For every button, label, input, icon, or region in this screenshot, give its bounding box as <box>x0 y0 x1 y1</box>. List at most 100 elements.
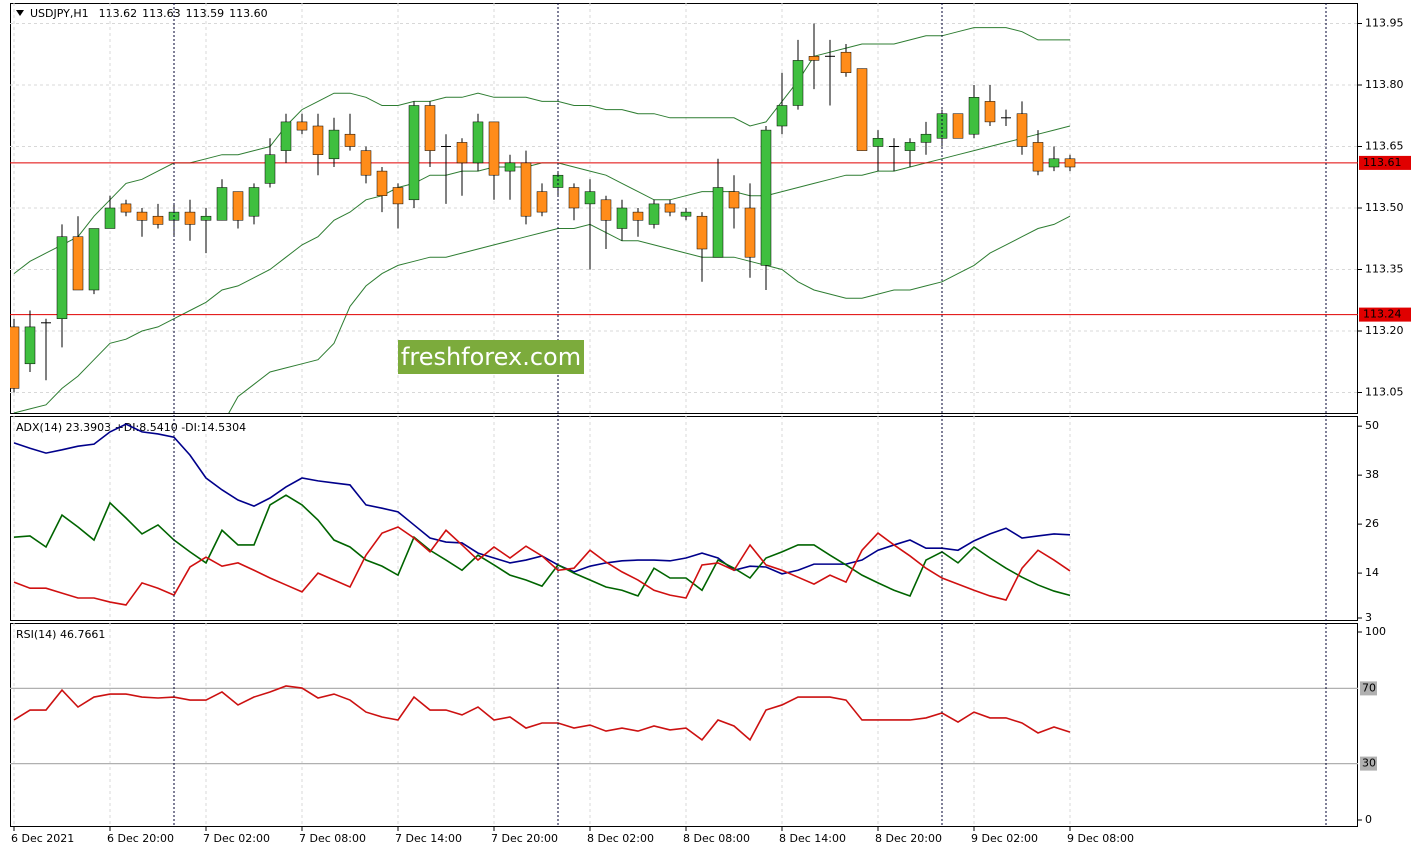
candle-body <box>840 51 852 73</box>
line-series <box>228 215 1071 413</box>
candle-body <box>72 236 84 291</box>
y-tick-label: 113.50 <box>1365 201 1404 214</box>
x-tick-label: 7 Dec 08:00 <box>299 832 366 845</box>
x-tick-label: 8 Dec 14:00 <box>779 832 846 845</box>
watermark-text: freshforex.com <box>401 343 581 371</box>
line-series <box>13 494 1071 597</box>
candle-body <box>536 191 548 213</box>
candle-body <box>88 228 100 291</box>
candle-body <box>56 236 68 319</box>
candle-body <box>968 97 980 135</box>
candle-body <box>184 211 196 225</box>
candle-body <box>296 121 308 131</box>
candle-body <box>520 162 532 217</box>
y-tick-label: 50 <box>1365 419 1379 432</box>
y-tick-label: 113.95 <box>1365 17 1404 30</box>
y-tick-label: 0 <box>1365 813 1372 826</box>
symbol-menu-arrow <box>16 10 24 16</box>
y-tick-label: 113.65 <box>1365 140 1404 153</box>
x-tick-label: 7 Dec 20:00 <box>491 832 558 845</box>
candle-body <box>696 215 708 250</box>
candle-body <box>584 191 596 205</box>
candle-body <box>568 187 580 209</box>
candle-body <box>312 125 324 155</box>
candle-body <box>728 191 740 209</box>
candle-body <box>1064 158 1076 168</box>
candle-body <box>328 129 340 160</box>
candle-body <box>552 174 564 188</box>
candle-body <box>872 138 884 147</box>
adx-title: ADX(14) 23.3903 +DI:8.5410 -DI:14.5304 <box>16 421 246 434</box>
candle-body <box>1048 158 1060 168</box>
x-tick-label: 7 Dec 14:00 <box>395 832 462 845</box>
candle-body <box>216 187 228 221</box>
y-tick-label: 3 <box>1365 611 1372 624</box>
price-line-label: 113.24 <box>1363 308 1402 321</box>
adx-panel-frame <box>10 416 1358 621</box>
level-label: 70 <box>1362 681 1376 694</box>
y-tick-label: 100 <box>1365 625 1386 638</box>
watermark-box <box>398 340 584 374</box>
candle-body <box>680 211 692 217</box>
candle-body <box>600 199 612 221</box>
x-tick-label: 9 Dec 08:00 <box>1067 832 1134 845</box>
open-label: 113.62 <box>99 7 138 20</box>
y-tick-label: 113.35 <box>1365 263 1404 276</box>
candle-body <box>1032 142 1044 172</box>
y-tick-label: 38 <box>1365 468 1379 481</box>
candle-body <box>152 215 164 225</box>
candle-body <box>808 56 820 61</box>
candle-body <box>504 162 516 172</box>
candle-body <box>648 203 660 225</box>
candle-body <box>664 203 676 213</box>
candle-body <box>360 150 372 176</box>
candle-body <box>984 101 996 123</box>
candle-body <box>264 154 276 184</box>
candle-body <box>616 207 628 229</box>
candle-body <box>10 326 20 389</box>
candle-body <box>344 133 356 147</box>
candle-body <box>952 113 964 139</box>
candle-body <box>760 129 772 266</box>
y-tick-label: 113.05 <box>1365 386 1404 399</box>
panel-2 <box>10 685 1358 765</box>
symbol-title: USDJPY,H1 <box>30 7 89 20</box>
y-tick-label: 113.20 <box>1365 324 1404 337</box>
candle-body <box>248 187 260 217</box>
line-series <box>13 685 1071 742</box>
low-label: 113.59 <box>186 7 225 20</box>
candle-body <box>456 142 468 164</box>
candle-body <box>232 191 244 221</box>
price-line-label-box <box>1359 155 1411 170</box>
level-label-box <box>1360 681 1377 696</box>
candle-body <box>632 211 644 221</box>
panel-0 <box>10 23 1358 413</box>
candle-body <box>120 203 132 213</box>
candle-body <box>280 121 292 151</box>
line-series <box>13 526 1071 606</box>
candle-body <box>904 142 916 151</box>
watermark: freshforex.com <box>398 340 584 374</box>
x-tick-label: 9 Dec 02:00 <box>971 832 1038 845</box>
x-tick-label: 6 Dec 2021 <box>11 832 74 845</box>
price-line-label: 113.61 <box>1363 156 1402 169</box>
candle-body <box>424 105 436 151</box>
candle-body <box>136 211 148 221</box>
level-label-box <box>1360 756 1377 771</box>
candle-body <box>408 105 420 201</box>
candle-body <box>712 187 724 258</box>
candle-body <box>920 133 932 143</box>
candle-body <box>776 105 788 127</box>
candle-body <box>104 207 116 229</box>
x-tick-label: 8 Dec 08:00 <box>683 832 750 845</box>
candle-body <box>200 215 212 221</box>
candle-body <box>488 121 500 176</box>
candle-body <box>1016 113 1028 147</box>
x-tick-label: 7 Dec 02:00 <box>203 832 270 845</box>
y-tick-label: 113.80 <box>1365 78 1404 91</box>
candle-body <box>856 68 868 151</box>
rsi-title: RSI(14) 46.7661 <box>16 628 105 641</box>
close-label: 113.60 <box>229 7 268 20</box>
